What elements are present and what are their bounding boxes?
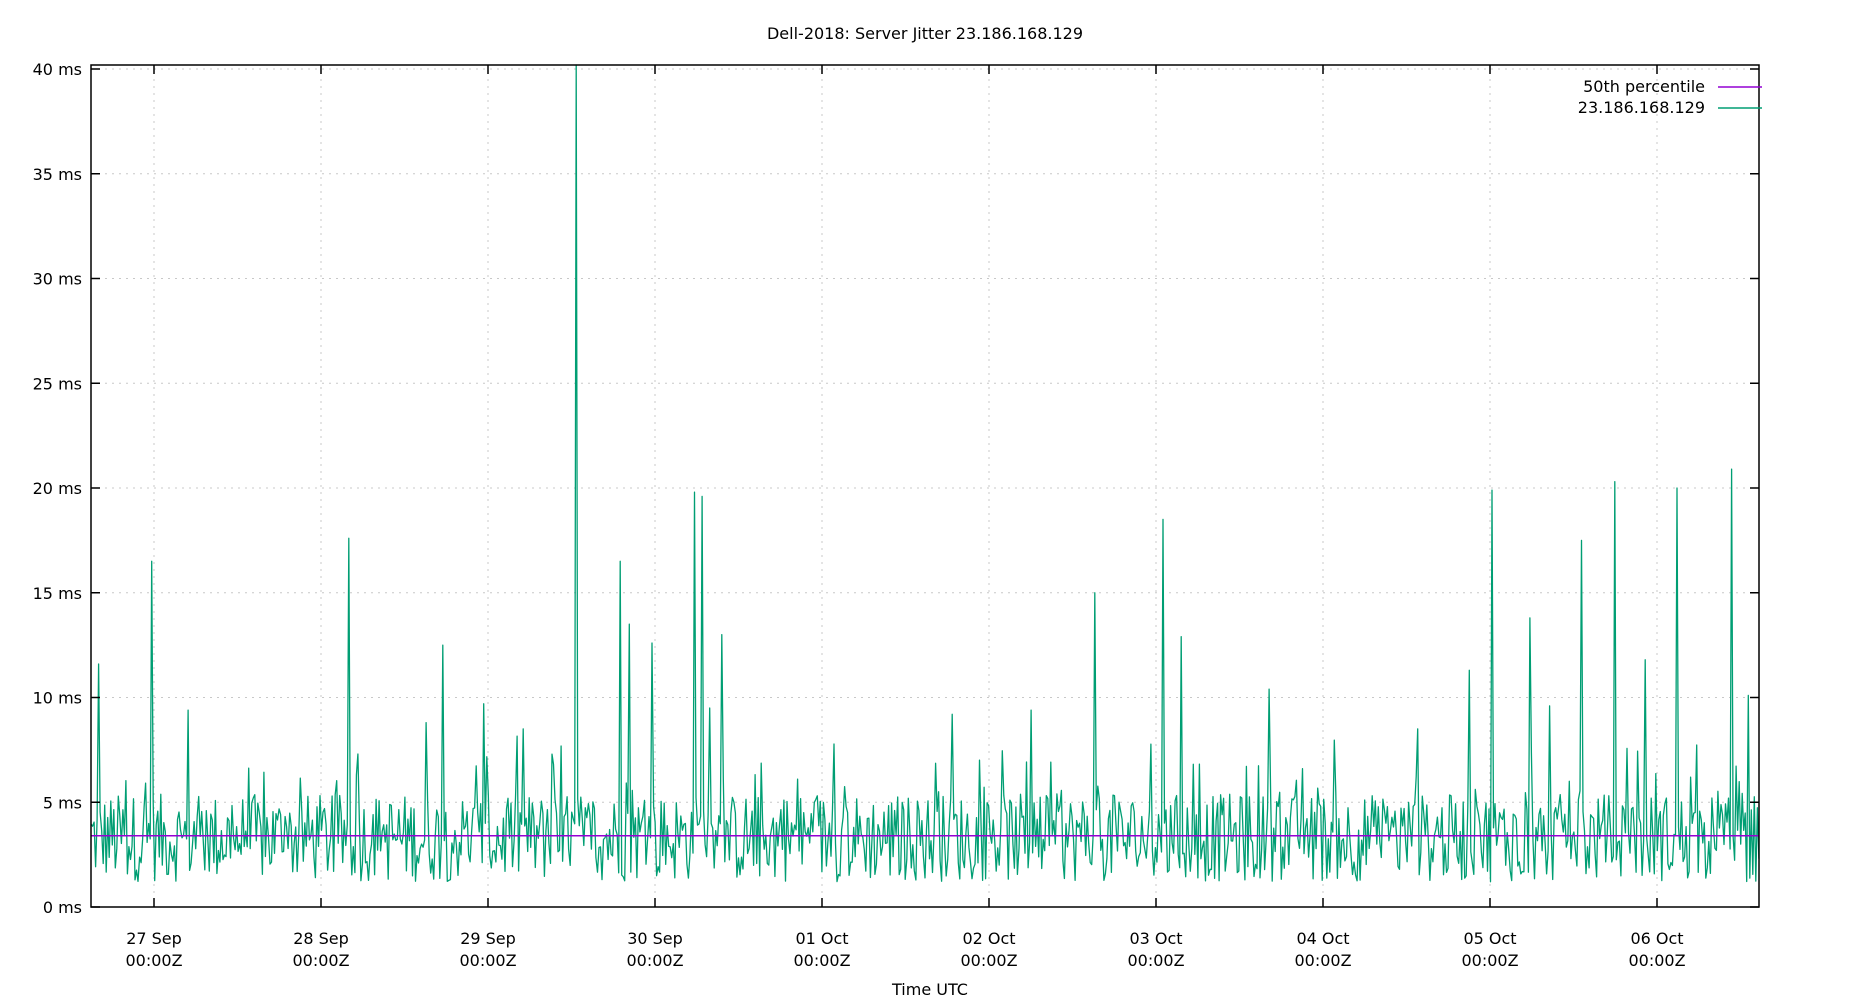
- x-tick-date: 30 Sep: [627, 929, 683, 948]
- y-axis: 0 ms 5 ms 10 ms 15 ms 20 ms 25 ms 30 ms 35 ms 40…: [33, 60, 1759, 917]
- x-tick-time: 00:00Z: [292, 951, 349, 970]
- y-tick-label: 0 ms: [43, 898, 82, 917]
- x-tick-date: 02 Oct: [962, 929, 1015, 948]
- legend: 50th percentile 23.186.168.129: [1578, 77, 1762, 117]
- x-tick-date: 06 Oct: [1630, 929, 1683, 948]
- chart-title: Dell-2018: Server Jitter 23.186.168.129: [767, 24, 1083, 43]
- x-tick-time: 00:00Z: [626, 951, 683, 970]
- x-tick-time: 00:00Z: [793, 951, 850, 970]
- y-tick-label: 35 ms: [33, 165, 82, 184]
- x-tick-time: 00:00Z: [1628, 951, 1685, 970]
- x-axis-title: Time UTC: [891, 980, 968, 999]
- x-tick-time: 00:00Z: [960, 951, 1017, 970]
- y-tick-label: 30 ms: [33, 270, 82, 289]
- y-tick-label: 15 ms: [33, 584, 82, 603]
- legend-label-percentile: 50th percentile: [1583, 77, 1705, 96]
- x-tick-time: 00:00Z: [1294, 951, 1351, 970]
- y-tick-label: 5 ms: [43, 793, 82, 812]
- x-tick-date: 04 Oct: [1296, 929, 1349, 948]
- x-tick-date: 28 Sep: [293, 929, 349, 948]
- x-tick-date: 05 Oct: [1463, 929, 1516, 948]
- x-tick-date: 03 Oct: [1129, 929, 1182, 948]
- x-tick-time: 00:00Z: [459, 951, 516, 970]
- y-tick-label: 20 ms: [33, 479, 82, 498]
- y-tick-label: 25 ms: [33, 374, 82, 393]
- grid-lines: [91, 65, 1759, 907]
- x-tick-date: 01 Oct: [795, 929, 848, 948]
- legend-label-server: 23.186.168.129: [1578, 98, 1705, 117]
- plot-frame: [90, 64, 1760, 908]
- x-tick-date: 27 Sep: [126, 929, 182, 948]
- server-jitter-line: [90, 64, 1760, 883]
- x-tick-time: 00:00Z: [125, 951, 182, 970]
- plot-series: [90, 64, 1760, 883]
- x-axis: 27 Sep 00:00Z 28 Sep 00:00Z 29 Sep 00:00Z 30 S…: [125, 65, 1686, 970]
- x-tick-date: 29 Sep: [460, 929, 516, 948]
- x-tick-time: 00:00Z: [1127, 951, 1184, 970]
- x-tick-time: 00:00Z: [1461, 951, 1518, 970]
- y-tick-label: 10 ms: [33, 689, 82, 708]
- y-tick-label: 40 ms: [33, 60, 82, 79]
